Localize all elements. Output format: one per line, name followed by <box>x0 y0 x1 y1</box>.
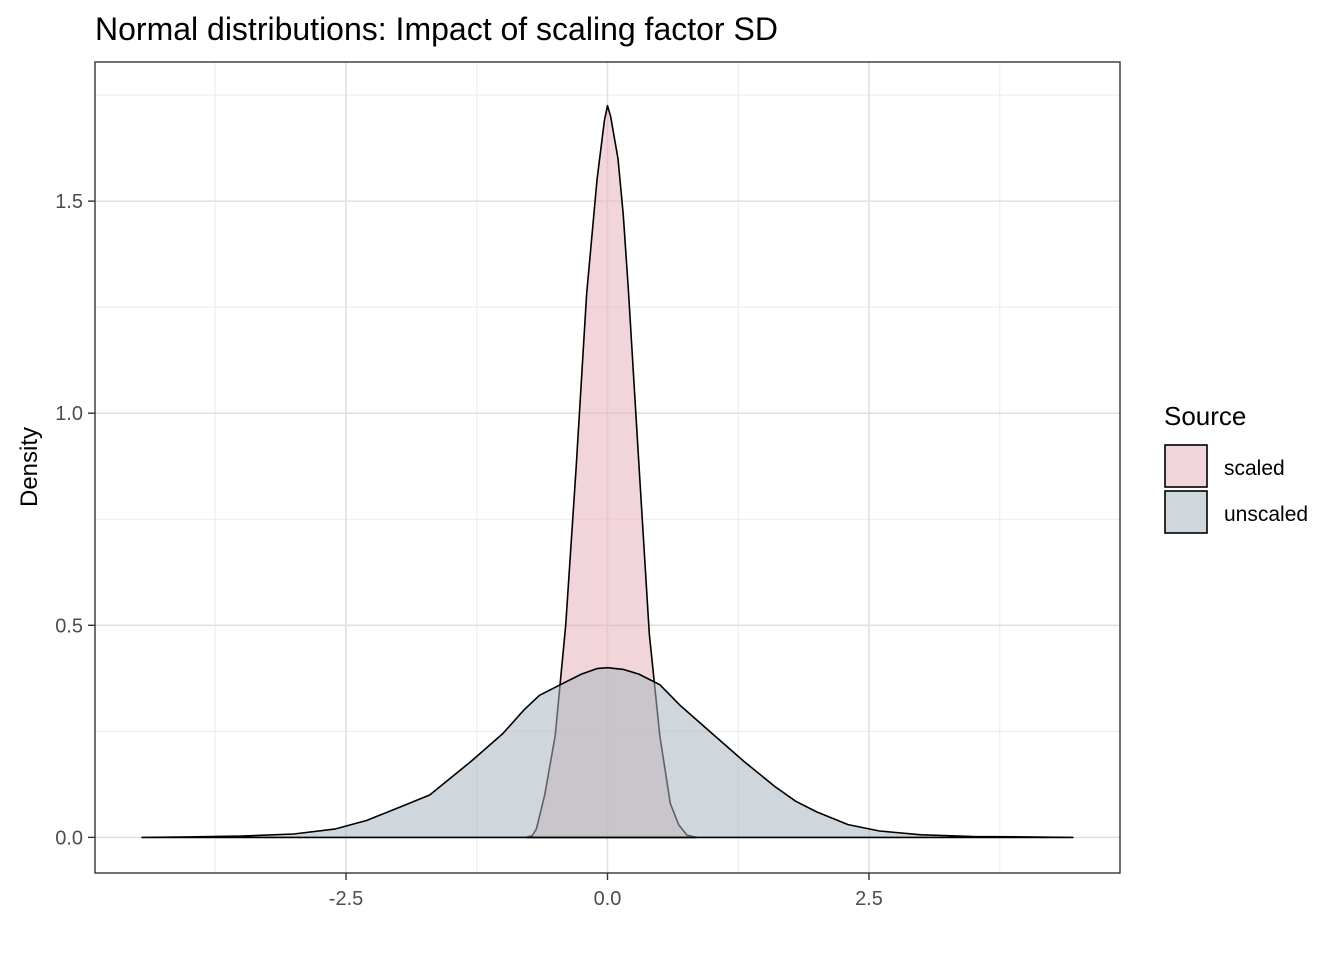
legend-label-unscaled: unscaled <box>1224 503 1308 526</box>
chart-title: Normal distributions: Impact of scaling … <box>95 11 778 47</box>
legend-item-scaled: scaled <box>1164 444 1285 488</box>
y-tick-label: 1.0 <box>55 403 83 425</box>
x-tick-label: -2.5 <box>329 888 363 910</box>
x-tick-label: 2.5 <box>855 888 883 910</box>
legend: Source scaled unscaled <box>1164 401 1308 534</box>
density-areas <box>141 104 1074 839</box>
legend-key-unscaled <box>1164 490 1208 534</box>
y-axis-title: Density <box>16 427 43 507</box>
legend-title: Source <box>1164 401 1246 431</box>
y-tick-label: 0.5 <box>55 615 83 637</box>
y-tick-label: 1.5 <box>55 191 83 213</box>
legend-key-scaled <box>1164 444 1208 488</box>
legend-label-scaled: scaled <box>1224 457 1285 480</box>
x-tick-label: 0.0 <box>594 888 622 910</box>
y-tick-label: 0.0 <box>55 827 83 849</box>
axes: -2.5 0.0 2.5 0.0 0.5 1.0 1.5 <box>55 191 883 910</box>
density-area-unscaled <box>141 666 1074 839</box>
legend-item-unscaled: unscaled <box>1164 490 1308 534</box>
